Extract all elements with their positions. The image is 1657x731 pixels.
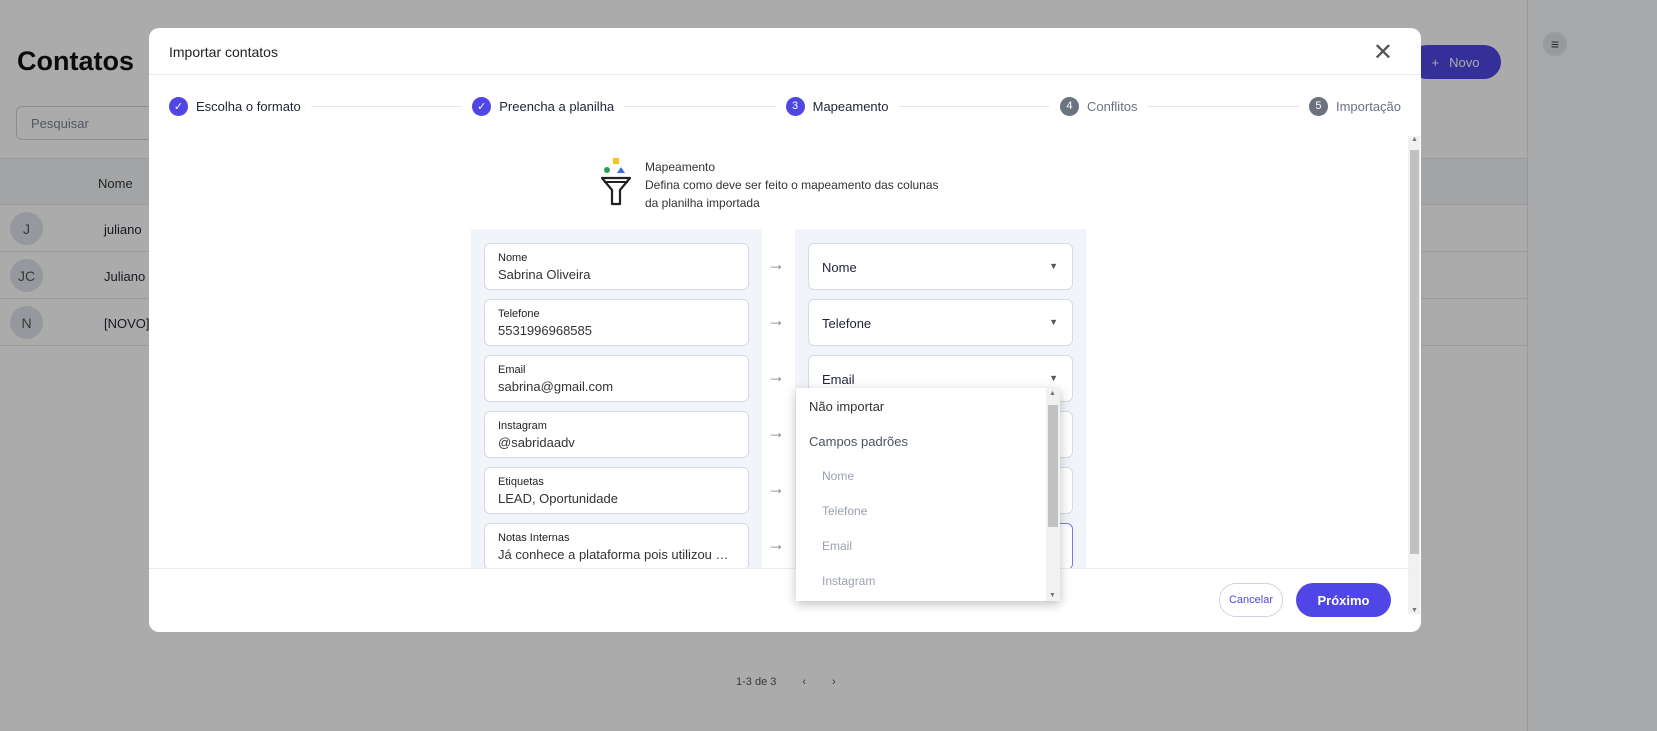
column-sample: Sabrina Oliveira bbox=[498, 267, 591, 282]
dropdown-option[interactable]: Não importar bbox=[809, 399, 885, 414]
arrow-right-icon: → bbox=[767, 310, 785, 330]
source-columns: Nome Sabrina Oliveira Telefone 553199696858… bbox=[471, 229, 762, 568]
source-column-card: Instagram @sabridaadv bbox=[484, 411, 749, 458]
dropdown-scrollbar[interactable]: ▲ ▼ bbox=[1046, 388, 1060, 601]
step-1: ✓ Escolha o formato bbox=[169, 96, 301, 116]
column-sample: @sabridaadv bbox=[498, 435, 575, 450]
source-column-card: Notas Internas Já conhece a plataforma po… bbox=[484, 523, 749, 568]
arrow-right-icon: → bbox=[767, 366, 785, 386]
intro-title: Mapeamento bbox=[645, 160, 716, 174]
dropdown-option[interactable]: Email bbox=[822, 539, 853, 553]
source-column-card: Nome Sabrina Oliveira bbox=[484, 243, 749, 290]
modal-footer: Cancelar Próximo bbox=[149, 568, 1409, 632]
pagination-text: 1-3 de 3 bbox=[736, 676, 777, 688]
step-label: Escolha o formato bbox=[196, 98, 301, 114]
step-5: 5 Importação bbox=[1308, 96, 1402, 116]
page-title: Contatos bbox=[17, 46, 134, 76]
chevron-left-icon[interactable]: ‹ bbox=[802, 676, 807, 688]
column-label: Instagram bbox=[498, 420, 547, 432]
arrow-right-icon: → bbox=[767, 422, 785, 442]
column-label: Etiquetas bbox=[498, 476, 544, 488]
dropdown-option: Campos padrões bbox=[809, 434, 908, 449]
next-button[interactable]: Próximo bbox=[1296, 583, 1391, 617]
scroll-down-icon[interactable]: ▼ bbox=[1049, 592, 1056, 599]
stepper: ✓ Escolha o formato ✓ Preencha a planilha … bbox=[169, 95, 1401, 117]
cancel-button[interactable]: Cancelar bbox=[1219, 583, 1283, 617]
step-2: ✓ Preencha a planilha bbox=[472, 96, 615, 116]
new-contact-button[interactable]: + Novo bbox=[1410, 45, 1501, 79]
step-number: 3 bbox=[785, 96, 805, 116]
step-label: Preencha a planilha bbox=[499, 98, 615, 114]
right-sidebar bbox=[1527, 0, 1657, 731]
funnel-icon bbox=[600, 158, 632, 206]
scroll-up-icon[interactable]: ▲ bbox=[1049, 390, 1056, 397]
avatar: N bbox=[10, 306, 43, 339]
step-4: 4 Conflitos bbox=[1059, 96, 1138, 116]
step-number: 4 bbox=[1059, 96, 1079, 116]
caret-down-icon: ▼ bbox=[1049, 261, 1058, 271]
import-contacts-modal: Importar contatos ✕ ✓ Escolha o formato ✓ P… bbox=[149, 28, 1421, 632]
caret-down-icon: ▼ bbox=[1049, 373, 1058, 383]
modal-header: Importar contatos ✕ bbox=[149, 28, 1421, 75]
intro-text: Defina como deve ser feito o mapeamento … bbox=[645, 178, 939, 192]
arrow-right-icon: → bbox=[767, 534, 785, 554]
dropdown-option[interactable]: Instagram bbox=[822, 574, 876, 588]
modal-title: Importar contatos bbox=[169, 44, 278, 60]
selected-field: Telefone bbox=[822, 316, 872, 331]
field-select[interactable]: Nome ▼ bbox=[808, 243, 1073, 290]
column-label: Notas Internas bbox=[498, 532, 570, 544]
row-name: [NOVO] bbox=[104, 316, 150, 331]
column-sample: sabrina@gmail.com bbox=[498, 379, 614, 394]
row-name: Juliano C bbox=[104, 269, 159, 284]
row-name: juliano bbox=[104, 222, 142, 237]
source-column-card: Etiquetas LEAD, Oportunidade bbox=[484, 467, 749, 514]
column-label: Nome bbox=[498, 252, 528, 264]
search-input[interactable]: Pesquisar bbox=[16, 106, 166, 140]
selected-field: Email bbox=[822, 372, 855, 387]
arrow-right-icon: → bbox=[767, 478, 785, 498]
column-sample: Já conhece a plataforma pois utilizou na… bbox=[498, 547, 735, 562]
avatar: JC bbox=[10, 259, 43, 292]
modal-body: Mapeamento Defina como deve ser feito o m… bbox=[149, 136, 1421, 568]
field-select[interactable]: Telefone ▼ bbox=[808, 299, 1073, 346]
selected-field: Nome bbox=[822, 260, 857, 275]
pagination: 1-3 de 3 ‹ › bbox=[736, 676, 836, 688]
column-sample: 5531996968585 bbox=[498, 323, 592, 338]
column-sample: LEAD, Oportunidade bbox=[498, 491, 618, 506]
scroll-down-icon[interactable]: ▼ bbox=[1411, 607, 1418, 614]
step-label: Conflitos bbox=[1086, 98, 1138, 114]
caret-down-icon: ▼ bbox=[1049, 317, 1058, 327]
step-label: Importação bbox=[1335, 98, 1402, 114]
field-dropdown: ▲ ▼ Não importar Campos padrões Nome Telefon… bbox=[796, 388, 1060, 601]
source-column-card: Telefone 5531996968585 bbox=[484, 299, 749, 346]
step-label: Mapeamento bbox=[812, 98, 889, 114]
mapping-intro: Mapeamento Defina como deve ser feito o m… bbox=[599, 158, 939, 212]
column-label: Email bbox=[498, 364, 526, 376]
close-icon[interactable]: ✕ bbox=[1372, 39, 1393, 66]
column-header-name[interactable]: Nome bbox=[98, 176, 133, 191]
chevron-right-icon[interactable]: › bbox=[832, 676, 836, 688]
new-label: Novo bbox=[1449, 54, 1480, 70]
source-column-card: Email sabrina@gmail.com bbox=[484, 355, 749, 402]
arrow-right-icon: → bbox=[767, 254, 785, 274]
dropdown-option[interactable]: Telefone bbox=[822, 504, 868, 518]
intro-text: da planilha importada bbox=[645, 196, 760, 210]
scroll-up-icon[interactable]: ▲ bbox=[1411, 136, 1418, 143]
check-icon: ✓ bbox=[472, 96, 492, 116]
step-number: 5 bbox=[1308, 96, 1328, 116]
step-3: 3 Mapeamento bbox=[785, 96, 889, 116]
modal-scrollbar[interactable]: ▲ ▼ bbox=[1408, 136, 1420, 614]
plus-icon: + bbox=[1431, 54, 1440, 70]
menu-icon[interactable]: ≡ bbox=[1543, 32, 1567, 56]
check-icon: ✓ bbox=[169, 96, 188, 116]
dropdown-option[interactable]: Nome bbox=[822, 469, 855, 483]
avatar: J bbox=[10, 212, 43, 245]
column-label: Telefone bbox=[498, 308, 540, 320]
